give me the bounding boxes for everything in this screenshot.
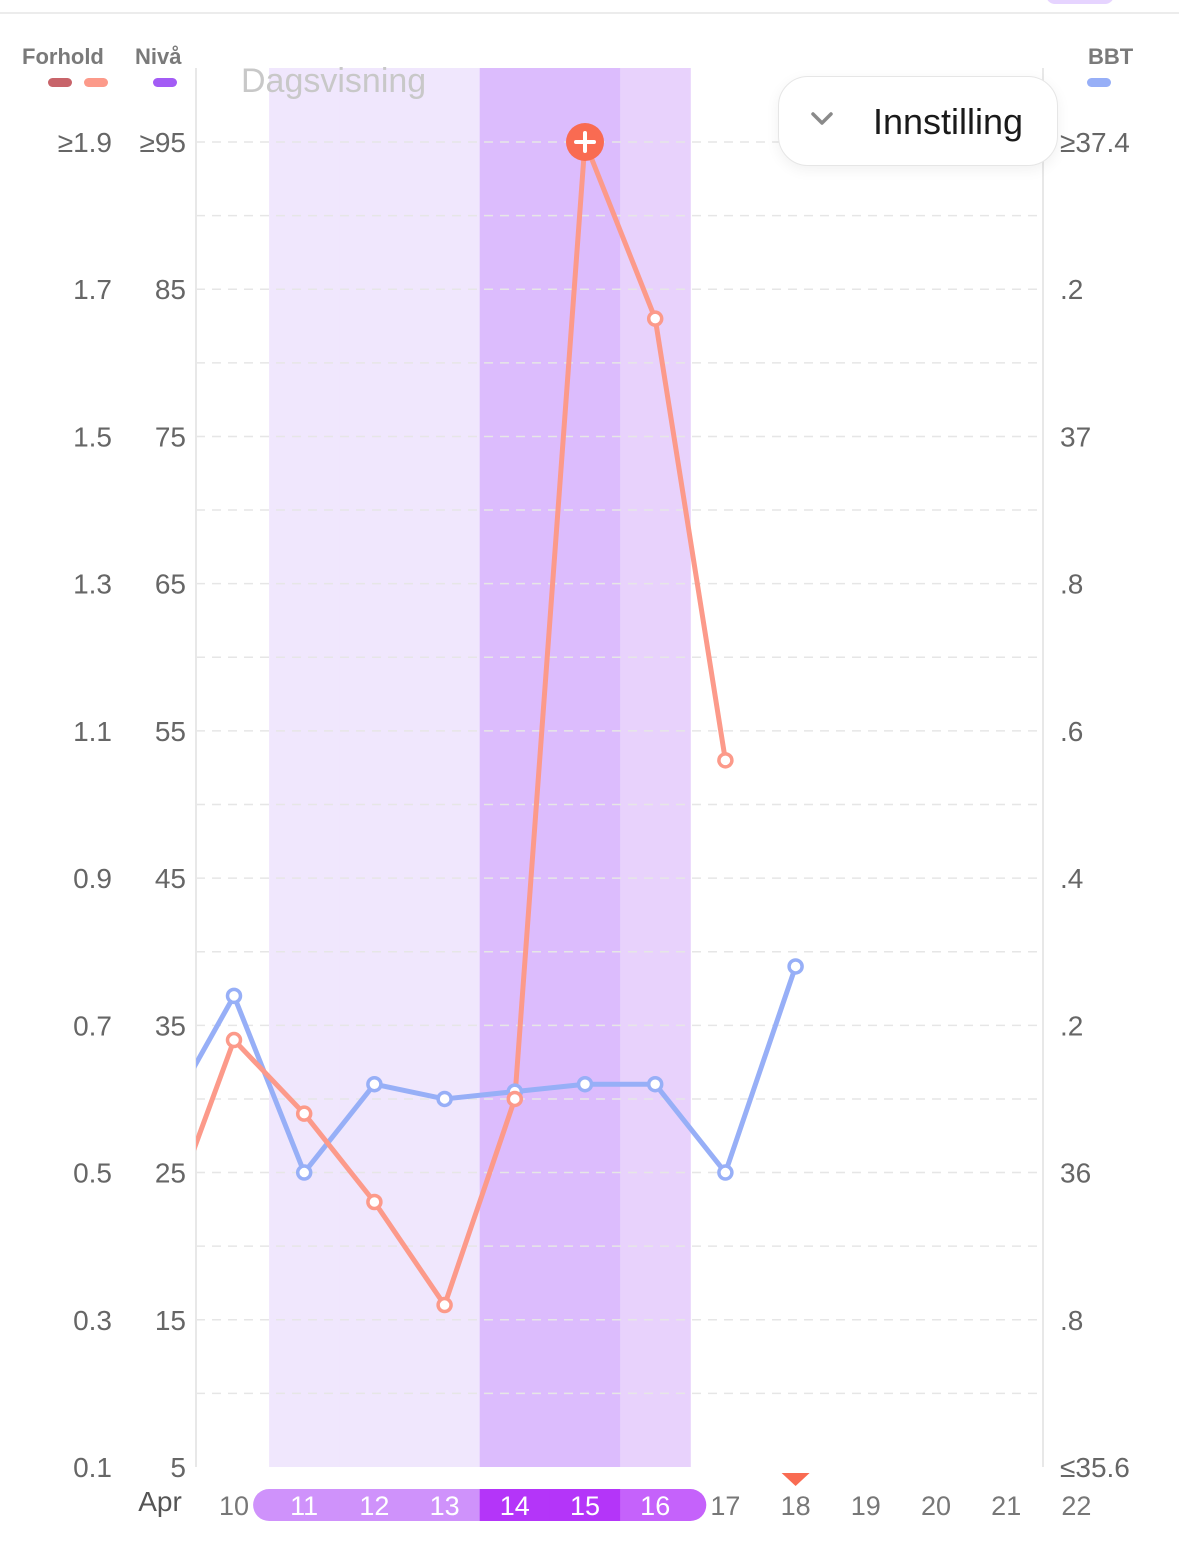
x-axis-month-label: Apr	[138, 1486, 182, 1517]
forhold-point-17	[717, 752, 734, 769]
legend-niva-swatch	[153, 78, 177, 87]
bbt-tick-label: 37	[1060, 421, 1091, 452]
x-tick-label-22: 22	[1061, 1491, 1091, 1521]
forhold-point-12	[366, 1193, 383, 1211]
bbt-tick-label: ≥37.4	[1060, 127, 1130, 158]
legend-forhold-label: Forhold	[22, 44, 104, 69]
x-tick-label-21: 21	[991, 1491, 1021, 1521]
bbt-point-17	[717, 1164, 734, 1181]
ratio-tick-label: 1.3	[73, 569, 112, 600]
bbt-point-12	[366, 1075, 383, 1093]
fertile-band-day-12	[339, 68, 410, 1467]
bbt-tick-label: 36	[1060, 1158, 1091, 1189]
level-tick-label: 5	[170, 1452, 186, 1483]
fertile-band-day-15	[549, 68, 621, 1467]
level-tick-label: 55	[155, 716, 186, 747]
forhold-point-11	[295, 1105, 313, 1122]
ratio-tick-label: 0.9	[73, 863, 112, 894]
view-mode-label: Dagsvisning	[241, 62, 427, 100]
ratio-tick-label: 1.1	[73, 716, 112, 747]
x-tick-label-13: 13	[430, 1491, 460, 1521]
bbt-point-10	[225, 987, 243, 1005]
bbt-line	[196, 963, 799, 1176]
ratio-tick-label: ≥1.9	[58, 127, 112, 158]
x-tick-label-15: 15	[570, 1491, 600, 1521]
bbt-tick-label: .4	[1060, 863, 1083, 894]
legend-bbt-label: BBT	[1088, 44, 1134, 69]
chevron-down-icon	[811, 112, 833, 125]
bbt-point-11	[295, 1164, 313, 1181]
level-tick-label: 45	[155, 863, 186, 894]
settings-dropdown-button[interactable]: Innstilling	[778, 76, 1058, 166]
header-divider	[0, 12, 1179, 14]
level-tick-label: 65	[155, 569, 186, 600]
day-pill-12	[339, 1489, 410, 1521]
bbt-tick-label: .2	[1060, 1010, 1083, 1041]
header-indicator	[1046, 0, 1114, 4]
ratio-tick-label: 0.5	[73, 1158, 112, 1189]
day-pill-start-cap	[253, 1489, 286, 1521]
x-tick-label-16: 16	[640, 1491, 670, 1521]
x-tick-label-17: 17	[710, 1491, 740, 1521]
bbt-tick-label: ≤35.6	[1060, 1452, 1130, 1483]
day-pill-15	[549, 1489, 621, 1521]
bbt-tick-label: .2	[1060, 274, 1083, 305]
level-tick-label: 85	[155, 274, 186, 305]
bbt-tick-label: .6	[1060, 716, 1083, 747]
level-tick-label: 15	[155, 1305, 186, 1336]
ratio-tick-label: 0.3	[73, 1305, 112, 1336]
fertile-band-day-16	[620, 68, 691, 1467]
forhold-point-13	[436, 1296, 453, 1314]
bbt-point-16	[646, 1075, 664, 1093]
day-pill-14	[479, 1489, 551, 1521]
settings-label: Innstilling	[873, 101, 1024, 142]
forhold-point-14	[506, 1090, 524, 1108]
ratio-tick-label: 0.1	[73, 1452, 112, 1483]
level-tick-label: 25	[155, 1158, 186, 1189]
legend-bbt-swatch	[1087, 78, 1111, 87]
bbt-point-13	[436, 1090, 453, 1108]
bbt-tick-label: .8	[1060, 569, 1083, 600]
forhold-point-16	[646, 310, 664, 327]
level-tick-label: 35	[155, 1010, 186, 1041]
level-tick-label: 75	[155, 421, 186, 452]
x-tick-label-18: 18	[781, 1491, 811, 1521]
legend-niva-label: Nivå	[135, 44, 182, 69]
ratio-tick-label: 1.7	[73, 274, 112, 305]
day-pill-13	[409, 1489, 481, 1521]
x-tick-label-19: 19	[851, 1491, 881, 1521]
ratio-tick-label: 1.5	[73, 421, 112, 452]
level-tick-label: ≥95	[139, 127, 186, 158]
forhold-point-10	[225, 1031, 243, 1049]
x-tick-label-11: 11	[290, 1491, 318, 1521]
day-pill-end-cap	[674, 1489, 707, 1521]
x-tick-label-14: 14	[500, 1491, 530, 1521]
x-tick-label-12: 12	[359, 1491, 389, 1521]
ratio-tick-label: 0.7	[73, 1010, 112, 1041]
x-tick-label-10: 10	[219, 1491, 249, 1521]
bbt-point-18	[787, 958, 804, 975]
fertile-band-day-13	[409, 68, 481, 1467]
bbt-tick-label: .8	[1060, 1305, 1083, 1336]
legend-forhold-swatch-dark	[48, 78, 72, 87]
fertile-band-day-11	[269, 68, 340, 1467]
legend-forhold-swatch-light	[84, 78, 108, 87]
bbt-point-15	[576, 1075, 594, 1093]
today-marker-icon	[781, 1473, 810, 1486]
x-tick-label-20: 20	[921, 1491, 951, 1521]
